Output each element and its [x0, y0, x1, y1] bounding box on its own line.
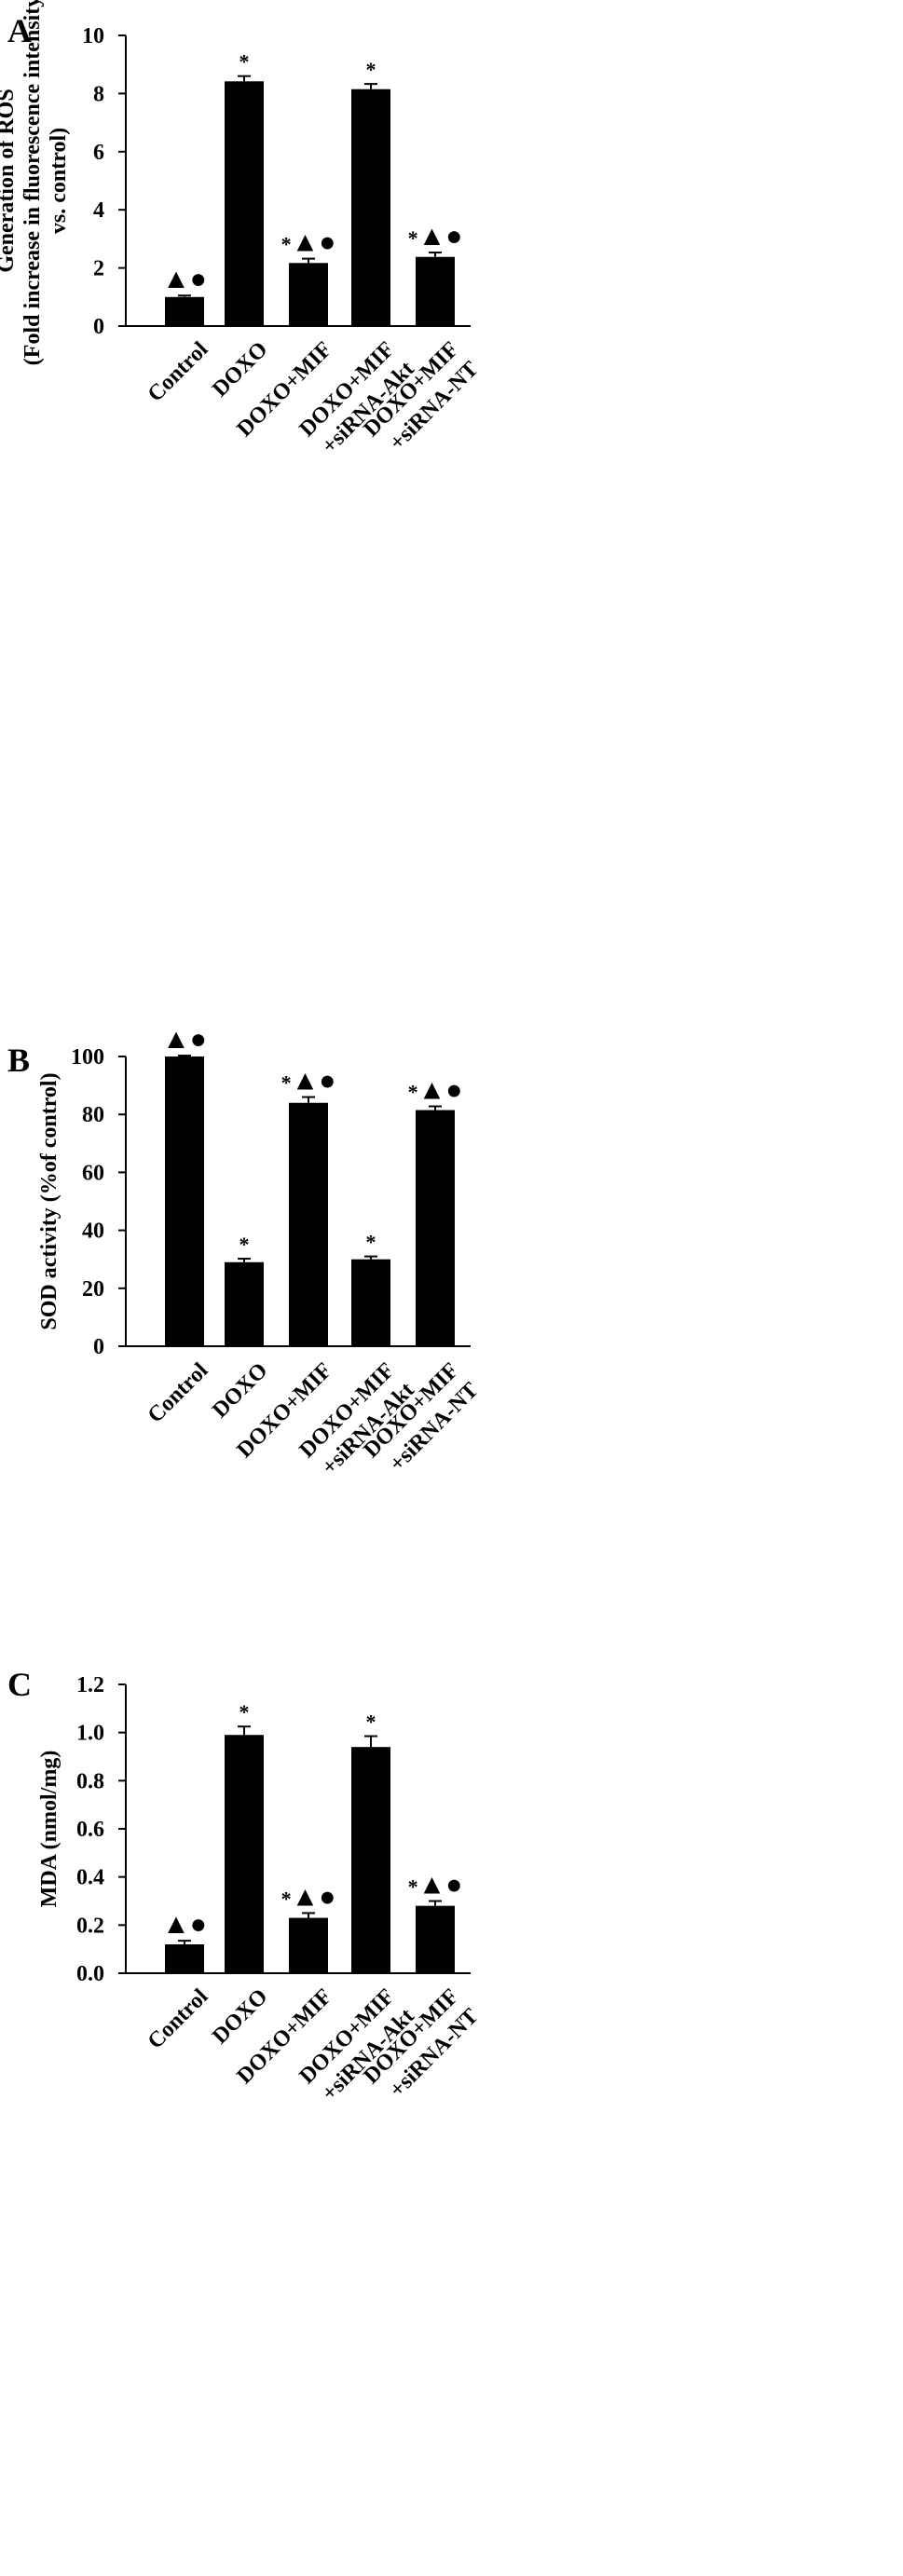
panel-letter: A — [7, 12, 32, 49]
y-axis-label-line: Generation of ROS — [0, 89, 19, 272]
chart-panel-a: A 0 2 4 6 8 10 Generation of ROS (Fold increase … — [0, 0, 484, 458]
y-tick-label: 60 — [82, 1161, 104, 1185]
bar — [351, 1259, 390, 1346]
significance-annotation: ▲● — [162, 1909, 207, 1940]
bar — [416, 256, 455, 326]
significance-annotation: *▲● — [281, 1066, 336, 1097]
x-tick-label: Control — [144, 1358, 213, 1428]
significance-annotation: * — [366, 1711, 376, 1734]
y-tick-label: 0.2 — [76, 1914, 104, 1938]
significance-annotation: *▲● — [408, 1870, 463, 1901]
significance-annotation: *▲● — [408, 221, 463, 252]
x-tick-label: Control — [144, 337, 213, 407]
significance-annotation: ▲● — [162, 264, 207, 294]
bar — [351, 1747, 390, 1973]
significance-annotation: *▲● — [281, 227, 336, 258]
y-tick-label: 0.0 — [76, 1962, 104, 1986]
y-tick-label: 1.0 — [76, 1722, 104, 1746]
significance-annotation: * — [366, 58, 376, 81]
y-tick-label: 6 — [93, 141, 104, 165]
bar — [416, 1905, 455, 1973]
significance-annotation: * — [239, 1700, 250, 1724]
y-tick-label: 2 — [93, 257, 104, 281]
panel-letter: B — [7, 1042, 30, 1079]
y-tick-label: 0.6 — [76, 1818, 104, 1842]
y-axis-label-line: MDA (nmol/mg) — [37, 1751, 62, 1908]
bar — [225, 1735, 264, 1973]
y-axis-label-line: vs. control) — [47, 128, 71, 234]
y-tick-label: 100 — [71, 1045, 104, 1070]
y-tick-label: 20 — [82, 1277, 104, 1302]
y-tick-label: 0.8 — [76, 1769, 104, 1793]
y-tick-label: 1.2 — [76, 1673, 104, 1697]
significance-annotation: * — [366, 1231, 376, 1254]
x-tick-label: Control — [144, 1984, 213, 2054]
y-tick-label: 10 — [82, 24, 104, 48]
panel-letter: C — [7, 1666, 32, 1703]
x-tick-label: DOXO — [208, 1984, 272, 2049]
bar — [289, 263, 328, 326]
significance-annotation: * — [239, 50, 250, 74]
y-tick-label: 80 — [82, 1103, 104, 1127]
bar — [416, 1110, 455, 1346]
bar — [289, 1917, 328, 1973]
chart-panel-c: C 0.0 0.2 0.4 0.6 0.8 1.0 1.2 MDA (nmol/mg) ▲● * *▲… — [7, 1666, 484, 2106]
x-tick-label: DOXO — [208, 1358, 272, 1423]
y-tick-label: 40 — [82, 1220, 104, 1244]
bar — [289, 1102, 328, 1346]
y-tick-label: 0.4 — [76, 1866, 104, 1890]
bar — [165, 1056, 204, 1346]
significance-annotation: *▲● — [408, 1074, 463, 1105]
y-axis-label: MDA (nmol/mg) — [37, 1751, 62, 1908]
y-axis-label-line: (Fold increase in fluorescence intensity — [21, 0, 45, 365]
chart-panel-b: B 0 20 40 60 80 100 SOD activity (%of control) ▲… — [7, 1024, 484, 1479]
significance-annotation: * — [239, 1233, 250, 1256]
significance-annotation: *▲● — [281, 1881, 336, 1912]
y-tick-label: 0 — [93, 315, 104, 339]
bar — [225, 81, 264, 327]
y-tick-label: 0 — [93, 1335, 104, 1359]
bar — [225, 1261, 264, 1346]
x-tick-label: DOXO — [208, 337, 272, 402]
bar — [351, 89, 390, 326]
significance-annotation: ▲● — [162, 1024, 207, 1055]
bar — [165, 296, 204, 326]
y-axis-label: Generation of ROS (Fold increase in fluor… — [0, 0, 71, 365]
y-axis-label-line: SOD activity (%of control) — [37, 1072, 62, 1329]
y-tick-label: 8 — [93, 82, 104, 106]
y-tick-label: 4 — [93, 198, 104, 223]
bar — [165, 1944, 204, 1973]
y-axis-label: SOD activity (%of control) — [37, 1072, 62, 1329]
